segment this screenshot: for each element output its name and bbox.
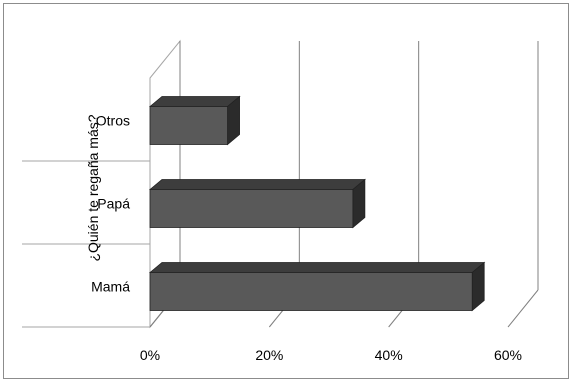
y-axis-title: ¿Quién te regaña más? xyxy=(85,114,101,261)
bar-front xyxy=(149,272,473,311)
category-label: Papá xyxy=(97,196,130,212)
x-tick-label: 0% xyxy=(140,347,160,363)
bar-mamá xyxy=(148,261,486,312)
bars xyxy=(148,95,486,312)
bar-top xyxy=(148,262,486,273)
bar-otros xyxy=(148,95,241,146)
bar-front xyxy=(149,106,228,145)
x-tick-label: 60% xyxy=(494,347,522,363)
bar-papá xyxy=(148,178,366,229)
bar-front xyxy=(149,189,354,228)
x-tick-labels: 0% 20% 40% 60% xyxy=(140,347,522,363)
x-tick-label: 40% xyxy=(375,347,403,363)
bar-top xyxy=(148,96,241,107)
category-label: Mamá xyxy=(91,279,130,295)
floor-line xyxy=(507,289,539,328)
category-labels: Mamá Papá Otros xyxy=(91,113,130,295)
category-label: Otros xyxy=(96,113,130,129)
bar-top xyxy=(148,179,366,190)
x-tick-label: 20% xyxy=(255,347,283,363)
